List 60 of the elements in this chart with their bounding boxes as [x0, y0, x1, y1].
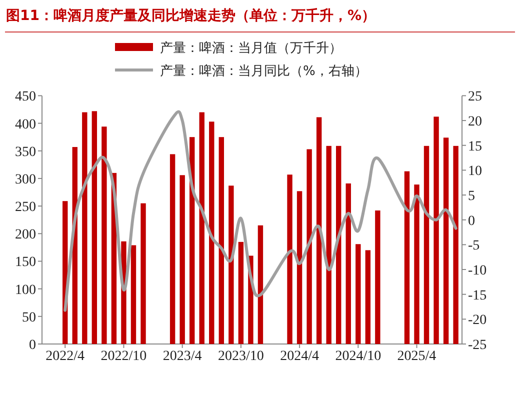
y2-tick-label: -5 — [468, 238, 480, 254]
x-tick-label: 2025/4 — [397, 349, 436, 364]
bar — [140, 203, 146, 344]
y-tick-label: 50 — [22, 310, 36, 326]
bar — [130, 245, 136, 344]
y-tick-label: 0 — [29, 338, 36, 353]
bar — [414, 184, 420, 344]
bar — [356, 244, 361, 344]
bar — [453, 146, 458, 344]
y2-tick-label: -25 — [468, 338, 487, 353]
bar — [326, 146, 332, 344]
bar — [170, 154, 176, 344]
y-tick-label: 250 — [15, 200, 36, 216]
bar — [102, 126, 107, 344]
bar — [296, 191, 302, 344]
bar — [306, 149, 312, 344]
x-tick-label: 2023/4 — [162, 349, 202, 364]
y-tick-label: 450 — [15, 90, 36, 105]
bar — [287, 174, 292, 344]
x-tick-label: 2024/4 — [280, 349, 319, 364]
y-tick-label: 150 — [15, 255, 36, 270]
bar — [424, 146, 430, 344]
x-tick-label: 2024/10 — [335, 349, 382, 364]
bar — [375, 210, 380, 344]
bar — [434, 116, 439, 344]
legend-label: 产量：啤酒：当月同比（%，右轴） — [160, 64, 368, 79]
y-tick-label: 350 — [15, 144, 36, 160]
bar — [199, 112, 204, 344]
bar — [443, 138, 449, 344]
x-tick-label: 2022/4 — [46, 349, 85, 364]
y-tick-label: 200 — [15, 228, 36, 243]
bar — [365, 250, 371, 344]
y-tick-label: 400 — [15, 117, 36, 132]
bar — [346, 183, 351, 344]
y2-tick-label: -15 — [468, 288, 487, 304]
chart-title: 图11：啤酒月度产量及同比增速走势（单位：万千升，%） — [6, 7, 376, 24]
y-tick-label: 100 — [15, 282, 36, 298]
bar — [218, 137, 224, 344]
bar — [316, 117, 322, 344]
y2-tick-label: -20 — [468, 313, 487, 328]
y2-tick-label: 15 — [468, 139, 482, 154]
y2-tick-label: -10 — [468, 264, 487, 279]
y2-tick-label: 25 — [468, 90, 482, 105]
y2-tick-label: 5 — [468, 189, 475, 204]
bar — [82, 112, 88, 344]
bar — [209, 122, 214, 344]
bar — [258, 225, 264, 344]
y2-tick-label: 20 — [468, 114, 482, 130]
legend-label: 产量：啤酒：当月值（万千升） — [160, 41, 342, 56]
y2-tick-label: 10 — [468, 164, 482, 180]
bar — [180, 175, 185, 344]
y2-tick-label: 0 — [468, 214, 475, 229]
bar — [336, 146, 342, 344]
x-tick-label: 2023/10 — [218, 349, 264, 364]
bar — [92, 111, 98, 344]
bar — [238, 242, 244, 344]
y-tick-label: 300 — [15, 172, 36, 188]
bar — [228, 186, 234, 344]
bar — [404, 171, 410, 344]
x-tick-label: 2022/10 — [100, 349, 147, 364]
